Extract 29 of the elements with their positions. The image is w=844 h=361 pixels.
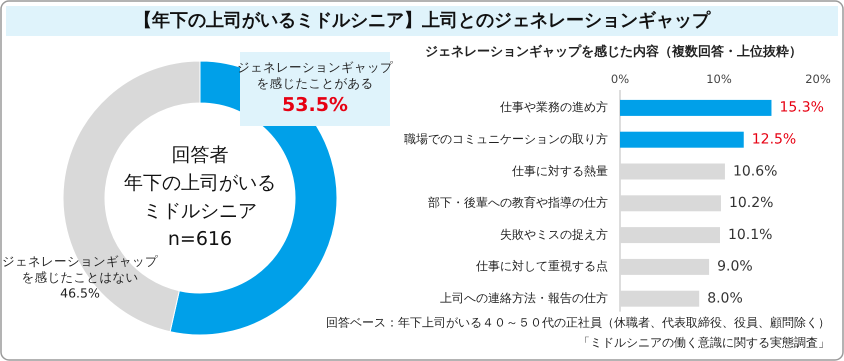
data-label: 10.2% <box>728 195 774 212</box>
data-label: 10.1% <box>728 226 772 243</box>
y-tick-label: 上司への連絡方法・報告の仕方 <box>440 290 608 305</box>
text: 「ミドルシニアの働く意識に関する実態調査」 <box>578 335 830 350</box>
slice-label: ジェネレーションギャップを感じたことがある <box>237 59 394 90</box>
y-tick-label: 仕事や業務の進め方 <box>499 100 608 114</box>
text: 回答者 <box>172 144 228 166</box>
data-label: 8.0% <box>707 290 743 307</box>
slice-label: ジェネレーションギャップを感じたことはない <box>2 253 159 284</box>
text: 年下の上司がいる <box>124 172 276 194</box>
y-tick-label: 失敗やミスの捉え方 <box>500 227 608 242</box>
chart-title: 【年下の上司がいるミドルシニア】上司とのジェネレーションギャップ <box>134 10 711 31</box>
data-label: 53.5% <box>282 94 348 116</box>
data-label: 10.6% <box>732 163 778 180</box>
text: 回答ベース：年下上司がいる４０～５０代の正社員（休職者、代表取締役、役員、顧問除く） <box>326 315 830 330</box>
y-tick-label: 仕事に対する熱量 <box>511 164 608 178</box>
x-tick-label: 10% <box>706 72 732 86</box>
text: ミドルシニア <box>143 200 257 222</box>
data-label: 15.3% <box>779 100 824 116</box>
data-label: 12.5% <box>752 132 796 148</box>
data-label: 46.5% <box>60 285 100 300</box>
y-tick-label: 部下・後輩への教育や指導の仕方 <box>428 196 608 210</box>
x-tick-label: 20% <box>805 72 831 86</box>
y-tick-label: 仕事に対して重視する点 <box>475 259 608 274</box>
x-tick-label: 0% <box>610 72 630 86</box>
data-label: 9.0% <box>717 258 753 275</box>
y-tick-label: 職場でのコミュニケーションの取り方 <box>404 132 608 146</box>
chart-title: ジェネレーションギャップを感じた内容（複数回答・上位抜粋） <box>425 44 802 60</box>
text: n=616 <box>168 228 232 250</box>
